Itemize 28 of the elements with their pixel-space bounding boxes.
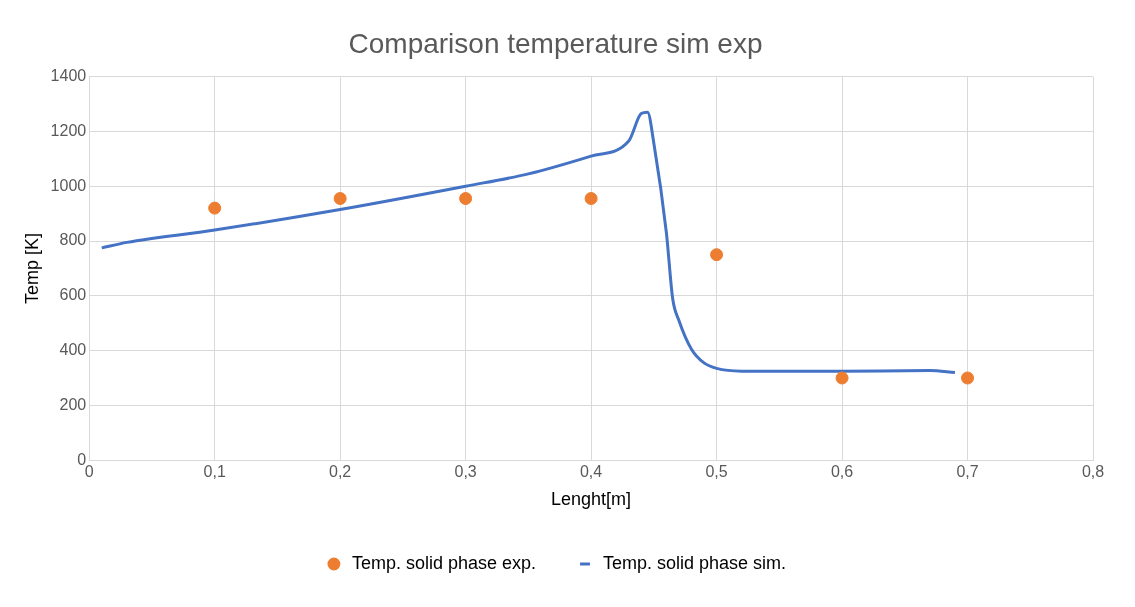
point [584, 192, 598, 206]
y-tick-label: 400 [59, 341, 87, 359]
x-tick-label: 0,8 [1081, 463, 1105, 481]
y-tick-label: 1400 [50, 67, 87, 85]
point [333, 192, 347, 206]
y-tick-label: 800 [59, 231, 87, 249]
y-tick-label: 200 [59, 395, 87, 413]
y-axis-title: Temp [K] [21, 232, 42, 304]
x-tick-label: 0,2 [329, 463, 352, 481]
point [835, 371, 849, 385]
y-tick-label: 0 [77, 450, 87, 468]
legend-label: Temp. solid phase exp. [351, 552, 537, 573]
y-tick-label: 1200 [50, 121, 87, 139]
x-tick-label: 0,1 [203, 463, 226, 481]
point [710, 248, 724, 262]
x-tick-label: 0,4 [579, 463, 603, 481]
chart-title: Comparison temperature sim exp [348, 27, 763, 59]
point [208, 201, 222, 215]
y-tick-label: 1000 [50, 176, 87, 194]
x-tick-label: 0,5 [705, 463, 728, 481]
point [961, 371, 975, 385]
point [459, 192, 473, 206]
x-tick-label: 0,3 [454, 463, 477, 481]
x-axis-title: Lenght[m] [551, 489, 632, 510]
x-tick-label: 0,6 [830, 463, 854, 481]
x-tick-label: 0,7 [956, 463, 979, 481]
y-tick-label: 600 [59, 286, 87, 304]
legend-label: Temp. solid phase sim. [603, 552, 787, 573]
